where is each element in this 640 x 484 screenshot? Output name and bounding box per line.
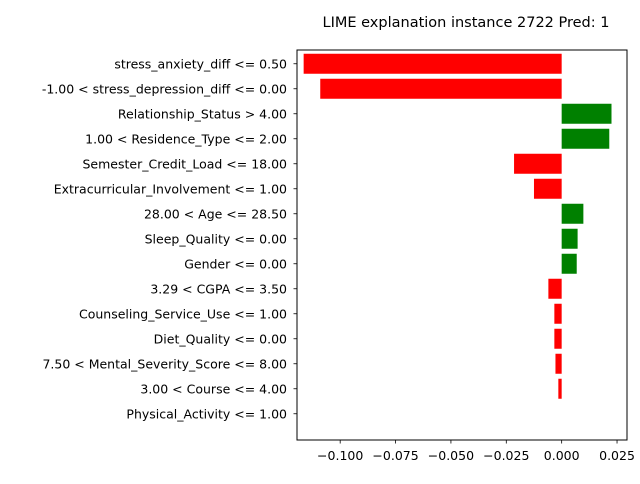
x-tick-label: −0.075: [372, 448, 418, 463]
x-ticks: −0.100 −0.075 −0.050 −0.025 0.000 0.025: [317, 440, 635, 463]
y-tick-label: 1.00 < Residence_Type <= 2.00: [85, 131, 287, 146]
bar: [514, 153, 562, 174]
bar: [555, 353, 562, 374]
bar: [561, 128, 610, 149]
y-tick-label: 28.00 < Age <= 28.50: [144, 206, 287, 221]
y-tick-label: 3.00 < Course <= 4.00: [140, 381, 287, 396]
bar: [303, 53, 562, 74]
y-tick-label: Extracurricular_Involvement <= 1.00: [54, 181, 287, 196]
y-tick-label: Sleep_Quality <= 0.00: [145, 231, 287, 246]
bar: [561, 103, 612, 124]
y-tick-labels: stress_anxiety_diff <= 0.50 -1.00 < stres…: [42, 56, 297, 421]
y-tick-label: 7.50 < Mental_Severity_Score <= 8.00: [42, 356, 287, 371]
bar: [561, 203, 584, 224]
x-tick-label: −0.025: [483, 448, 529, 463]
x-tick-label: 0.025: [599, 448, 635, 463]
y-tick-label: Counseling_Service_Use <= 1.00: [79, 306, 287, 321]
y-tick-label: Semester_Credit_Load <= 18.00: [83, 156, 288, 171]
axes-frame: [296, 49, 628, 441]
bar: [554, 328, 562, 349]
y-tick-label: -1.00 < stress_depression_diff <= 0.00: [42, 81, 287, 96]
x-tick-label: 0.000: [544, 448, 580, 463]
y-tick-label: stress_anxiety_diff <= 0.50: [114, 56, 287, 71]
chart-title: LIME explanation instance 2722 Pred: 1: [323, 15, 610, 31]
bar: [554, 303, 562, 324]
y-tick-label: 3.29 < CGPA <= 3.50: [150, 281, 287, 296]
bar: [558, 378, 562, 399]
x-tick-label: −0.050: [428, 448, 474, 463]
bar: [533, 178, 562, 199]
y-tick-label: Relationship_Status > 4.00: [118, 106, 287, 121]
bar: [561, 253, 577, 274]
bar: [320, 78, 562, 99]
bar: [548, 278, 562, 299]
x-tick-label: −0.100: [317, 448, 363, 463]
bar: [561, 228, 578, 249]
y-tick-label: Diet_Quality <= 0.00: [154, 331, 287, 346]
y-tick-label: Gender <= 0.00: [184, 256, 287, 271]
bars-group: [303, 53, 612, 399]
y-tick-label: Physical_Activity <= 1.00: [126, 406, 287, 421]
